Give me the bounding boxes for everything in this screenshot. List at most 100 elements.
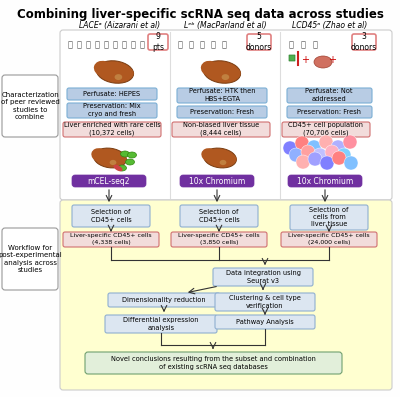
Text: Liver enriched with rare cells
(10,372 cells): Liver enriched with rare cells (10,372 c… — [64, 122, 160, 136]
Text: Preservation: Fresh: Preservation: Fresh — [297, 109, 361, 115]
Ellipse shape — [204, 61, 240, 83]
FancyBboxPatch shape — [171, 232, 267, 247]
Text: Combining liver-specific scRNA seq data across studies: Combining liver-specific scRNA seq data … — [16, 8, 384, 21]
Text: 5
donors: 5 donors — [246, 32, 272, 52]
Text: Workflow for
post-experimental
analysis across
studies: Workflow for post-experimental analysis … — [0, 245, 62, 273]
Ellipse shape — [120, 151, 130, 157]
Text: Selection of
CD45+ cells: Selection of CD45+ cells — [199, 209, 239, 223]
Text: +: + — [301, 55, 309, 65]
Text: Selection of
CD45+ cells: Selection of CD45+ cells — [91, 209, 131, 223]
FancyBboxPatch shape — [180, 205, 258, 227]
Text: ⛹: ⛹ — [222, 40, 226, 49]
Circle shape — [308, 152, 322, 166]
FancyBboxPatch shape — [180, 175, 254, 187]
Text: ⛹: ⛹ — [76, 40, 82, 49]
Circle shape — [313, 148, 327, 162]
FancyBboxPatch shape — [352, 34, 376, 50]
Ellipse shape — [220, 160, 226, 165]
Circle shape — [343, 135, 357, 149]
Text: ⛹: ⛹ — [140, 40, 144, 49]
FancyBboxPatch shape — [288, 175, 362, 187]
Circle shape — [337, 148, 351, 162]
FancyBboxPatch shape — [215, 293, 315, 311]
FancyBboxPatch shape — [85, 352, 342, 374]
Text: Non-biased liver tissue
(8,444 cells): Non-biased liver tissue (8,444 cells) — [183, 122, 259, 136]
Text: ⛹: ⛹ — [68, 40, 72, 49]
Circle shape — [301, 145, 315, 159]
Text: ⛹: ⛹ — [288, 40, 294, 49]
Ellipse shape — [117, 68, 134, 80]
Ellipse shape — [96, 61, 134, 83]
Ellipse shape — [128, 152, 136, 158]
FancyBboxPatch shape — [105, 315, 217, 333]
Circle shape — [307, 140, 321, 154]
Text: Liver-specific CD45+ cells
(24,000 cells): Liver-specific CD45+ cells (24,000 cells… — [288, 233, 370, 245]
Text: Perfusate: Not
addressed: Perfusate: Not addressed — [305, 88, 353, 102]
FancyBboxPatch shape — [177, 106, 267, 118]
Text: 9
pts: 9 pts — [152, 32, 164, 52]
Text: ⛹: ⛹ — [188, 40, 194, 49]
Text: Perfusate: HEPES: Perfusate: HEPES — [84, 91, 140, 97]
FancyBboxPatch shape — [213, 268, 313, 286]
Ellipse shape — [94, 61, 112, 76]
FancyBboxPatch shape — [60, 30, 392, 200]
Circle shape — [289, 148, 303, 162]
Circle shape — [344, 156, 358, 170]
FancyBboxPatch shape — [282, 122, 370, 137]
Ellipse shape — [110, 160, 116, 165]
Ellipse shape — [114, 165, 122, 172]
FancyBboxPatch shape — [63, 232, 159, 247]
Ellipse shape — [201, 61, 219, 76]
Text: ⛹: ⛹ — [94, 40, 100, 49]
Text: Clustering & cell type
verification: Clustering & cell type verification — [229, 295, 301, 309]
Text: Differential expression
analysis: Differential expression analysis — [123, 317, 199, 331]
Text: ⛹: ⛹ — [86, 40, 90, 49]
FancyBboxPatch shape — [108, 293, 220, 307]
Circle shape — [283, 141, 297, 155]
FancyBboxPatch shape — [72, 205, 150, 227]
FancyBboxPatch shape — [287, 88, 372, 103]
Circle shape — [325, 145, 339, 159]
Ellipse shape — [118, 165, 126, 171]
Text: LCD45ᵃ (Zhao et al): LCD45ᵃ (Zhao et al) — [292, 21, 368, 30]
Text: ⛹: ⛹ — [122, 40, 126, 49]
Text: ⛹: ⛹ — [178, 40, 182, 49]
Ellipse shape — [204, 148, 236, 168]
Text: mCEL-seq2: mCEL-seq2 — [88, 177, 130, 185]
Text: Novel conclusions resulting from the subset and combination
of existing scRNA se: Novel conclusions resulting from the sub… — [110, 356, 316, 370]
Ellipse shape — [126, 159, 134, 165]
Text: 10x Chromium: 10x Chromium — [297, 177, 353, 185]
Text: Preservation: Fresh: Preservation: Fresh — [190, 109, 254, 115]
Text: ⛹: ⛹ — [210, 40, 216, 49]
Text: ⛹: ⛹ — [200, 40, 204, 49]
FancyBboxPatch shape — [215, 315, 315, 329]
Text: ⛹: ⛹ — [112, 40, 118, 49]
Text: Perfusate: HTK then
HBS+EGTA: Perfusate: HTK then HBS+EGTA — [189, 88, 255, 102]
Text: Liver-specific CD45+ cells
(3,850 cells): Liver-specific CD45+ cells (3,850 cells) — [178, 233, 260, 245]
Text: CD45+ cell population
(70,706 cells): CD45+ cell population (70,706 cells) — [288, 122, 364, 136]
Text: Characterization
of peer reviewed
studies to
combine: Characterization of peer reviewed studie… — [1, 92, 59, 120]
Ellipse shape — [314, 56, 332, 68]
Text: Data integration using
Seurat v3: Data integration using Seurat v3 — [226, 270, 300, 284]
Text: Preservation: Mix
cryo and fresh: Preservation: Mix cryo and fresh — [83, 103, 141, 117]
Text: +: + — [328, 55, 336, 65]
Circle shape — [320, 156, 334, 170]
FancyBboxPatch shape — [2, 75, 58, 137]
FancyBboxPatch shape — [281, 232, 377, 247]
FancyBboxPatch shape — [289, 55, 295, 61]
Text: Dimensionality reduction: Dimensionality reduction — [122, 297, 206, 303]
Ellipse shape — [201, 148, 218, 162]
Text: 10x Chromium: 10x Chromium — [189, 177, 245, 185]
Text: Liver-specific CD45+ cells
(4,338 cells): Liver-specific CD45+ cells (4,338 cells) — [70, 233, 152, 245]
Ellipse shape — [224, 68, 241, 80]
Text: ⛹: ⛹ — [300, 40, 306, 49]
Circle shape — [295, 136, 309, 150]
Text: Pathway Analysis: Pathway Analysis — [236, 319, 294, 325]
FancyBboxPatch shape — [63, 122, 161, 137]
Text: 3
donors: 3 donors — [351, 32, 377, 52]
FancyBboxPatch shape — [2, 228, 58, 290]
FancyBboxPatch shape — [67, 88, 157, 100]
Text: LACEᵃ (Aizarani et al): LACEᵃ (Aizarani et al) — [80, 21, 160, 30]
Circle shape — [332, 151, 346, 165]
Text: ⛹: ⛹ — [312, 40, 318, 49]
